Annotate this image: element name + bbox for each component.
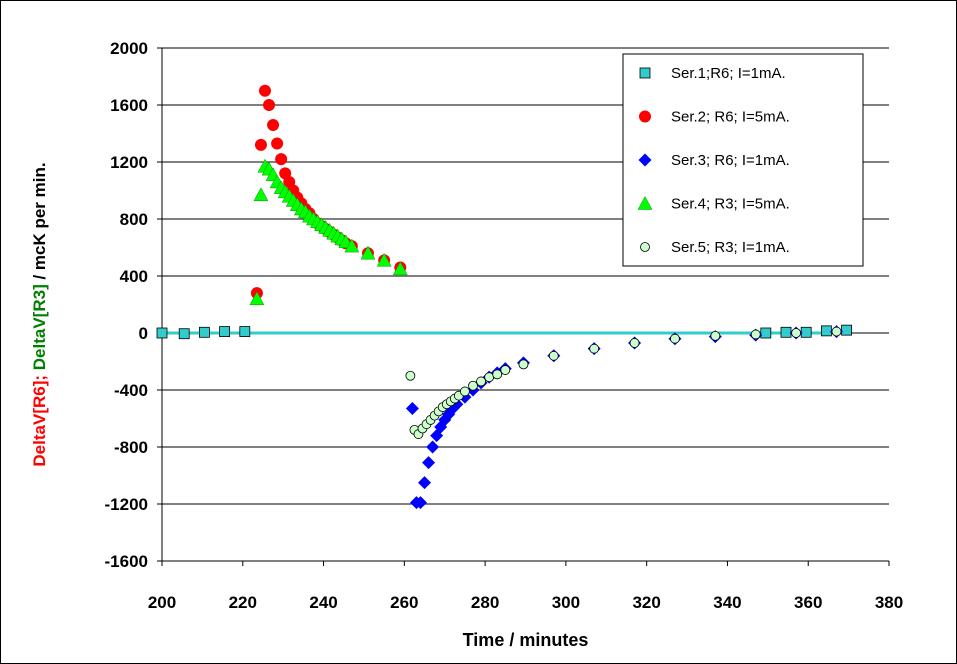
legend-box xyxy=(622,53,864,267)
data-point xyxy=(468,380,478,391)
data-point xyxy=(670,333,680,344)
x-tick-label: 220 xyxy=(229,593,257,612)
axes xyxy=(157,47,890,566)
x-tick-label: 240 xyxy=(309,593,337,612)
y-axis-label-part: DeltaV[R6]; xyxy=(30,370,49,466)
data-point xyxy=(791,328,802,338)
x-tick-label: 340 xyxy=(713,593,741,612)
y-tick-label: 2000 xyxy=(110,39,148,58)
legend-marker xyxy=(640,242,650,252)
data-point xyxy=(249,291,265,306)
data-point xyxy=(360,245,376,260)
legend: Ser.1;R6; I=1mA. Ser.2; R6; I=5mA. Ser.3; … xyxy=(622,53,864,267)
data-point xyxy=(376,252,392,267)
data-point xyxy=(239,326,251,337)
x-tick-labels: 200 220 240 260 280 300 320 340 360 380 xyxy=(148,593,903,612)
y-tick-label: 1600 xyxy=(110,96,148,115)
x-tick-label: 300 xyxy=(552,593,580,612)
x-tick-label: 260 xyxy=(390,593,418,612)
x-tick-label: 280 xyxy=(471,593,499,612)
x-tick-label: 320 xyxy=(632,593,660,612)
data-point xyxy=(750,329,761,340)
data-point xyxy=(518,359,529,370)
data-point xyxy=(710,330,721,341)
data-point xyxy=(219,326,231,337)
data-point xyxy=(405,402,419,416)
data-point xyxy=(460,386,470,397)
y-tick-label: -1600 xyxy=(105,552,148,571)
data-points xyxy=(156,84,852,510)
x-axis-label: Time / minutes xyxy=(463,630,589,650)
series-1 xyxy=(156,324,852,340)
data-point xyxy=(254,138,267,151)
data-point xyxy=(263,99,276,111)
data-point xyxy=(500,365,511,375)
legend-label: Ser.4; R3; I=5mA. xyxy=(671,196,790,213)
data-point xyxy=(418,476,432,490)
data-point xyxy=(831,326,842,337)
y-tick-label: -1200 xyxy=(105,495,148,514)
data-point xyxy=(820,325,832,337)
legend-marker xyxy=(639,67,651,79)
data-point xyxy=(405,370,416,381)
data-point xyxy=(178,328,190,340)
data-point xyxy=(253,187,269,202)
legend-label: Ser.1;R6; I=1mA. xyxy=(671,65,786,82)
legend-marker xyxy=(637,195,653,210)
series-5 xyxy=(405,326,842,440)
data-point xyxy=(275,153,288,166)
x-tick-label: 380 xyxy=(875,593,903,612)
data-point xyxy=(271,137,284,150)
legend-label: Ser.2; R6; I=5mA. xyxy=(671,109,790,126)
data-point xyxy=(589,343,600,354)
data-point xyxy=(267,118,280,131)
y-axis-label-part: / mcK per min. xyxy=(30,162,49,284)
gridlines xyxy=(162,47,889,562)
data-point xyxy=(548,350,559,361)
y-tick-label: 1200 xyxy=(110,153,148,172)
x-tick-label: 200 xyxy=(148,593,176,612)
y-tick-label: 800 xyxy=(120,210,148,229)
data-point xyxy=(484,372,495,383)
y-axis-label-part: DeltaV[R3] xyxy=(30,284,49,370)
data-point xyxy=(476,376,486,387)
data-point xyxy=(199,326,210,338)
data-point xyxy=(392,261,408,276)
data-point xyxy=(258,84,271,97)
data-point xyxy=(492,369,503,380)
y-tick-labels: -1600 -1200 -800 -400 0 400 800 1200 1600 2000 xyxy=(105,39,148,571)
data-point xyxy=(780,326,792,338)
series-4 xyxy=(249,158,408,306)
data-point xyxy=(422,456,436,470)
data-point xyxy=(629,338,640,348)
legend-label: Ser.3; R6; I=1mA. xyxy=(671,152,790,169)
legend-label: Ser.5; R3; I=1mA. xyxy=(671,239,790,256)
data-point xyxy=(156,327,168,339)
data-point xyxy=(800,326,812,338)
y-tick-label: -400 xyxy=(114,381,148,400)
data-point xyxy=(344,238,360,253)
data-point xyxy=(413,496,427,510)
legend-marker xyxy=(638,153,652,167)
data-point xyxy=(426,440,440,454)
x-tick-label: 360 xyxy=(794,593,822,612)
y-tick-label: 0 xyxy=(139,324,148,343)
legend-marker xyxy=(639,110,651,123)
y-axis-label: DeltaV[R6]; DeltaV[R3] / mcK per min. xyxy=(30,162,49,466)
data-point xyxy=(841,324,852,336)
y-tick-label: 400 xyxy=(120,267,148,286)
y-tick-label: -800 xyxy=(114,438,148,457)
data-point xyxy=(760,327,772,339)
